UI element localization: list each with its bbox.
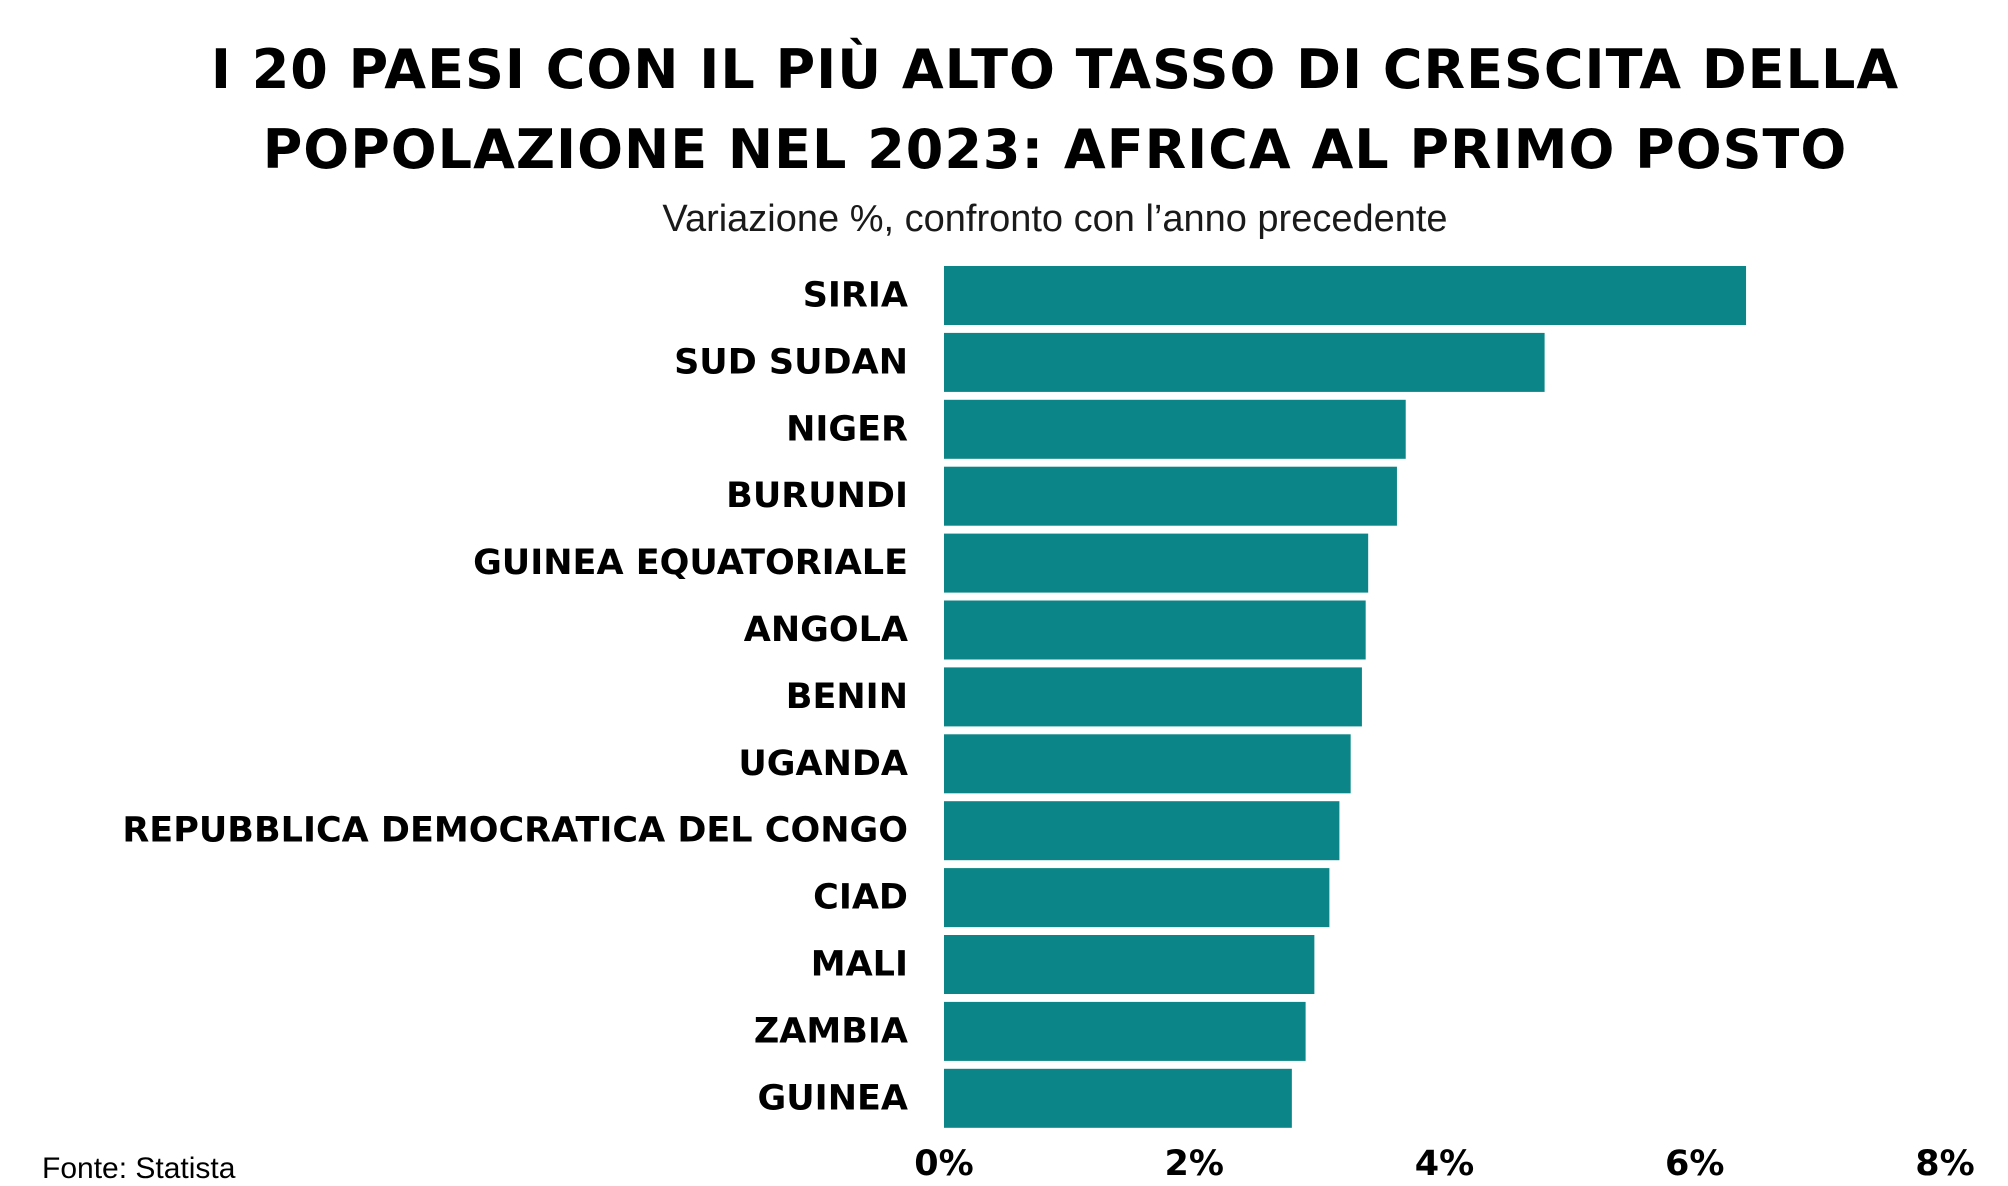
tick-label: 4% <box>1415 1144 1474 1181</box>
category-label: GUINEA <box>758 1078 908 1118</box>
bar-2 <box>944 399 1406 459</box>
bar-0 <box>944 266 1747 325</box>
bar-7 <box>944 734 1351 794</box>
bar-9 <box>944 868 1330 928</box>
category-label: CIAD <box>813 878 908 918</box>
tick-label: 0% <box>914 1144 973 1181</box>
chart-title: I 20 paesi con il più alto tasso di cres… <box>210 38 1900 181</box>
category-label: REPUBBLICA DEMOCRATICA DEL CONGO <box>122 811 908 851</box>
category-label: ANGOLA <box>744 610 908 650</box>
category-label: SUD SUDAN <box>674 342 908 382</box>
bar-11 <box>944 1001 1306 1061</box>
category-label: GUINEA EQUATORIALE <box>473 543 908 583</box>
bars-group <box>944 266 1747 1128</box>
source-note: Fonte: Statista <box>42 1152 236 1185</box>
bar-12 <box>944 1068 1292 1128</box>
category-label: NIGER <box>786 409 908 449</box>
bar-1 <box>944 332 1545 392</box>
category-label: ZAMBIA <box>754 1011 908 1051</box>
category-label: BURUNDI <box>726 476 908 516</box>
x-axis-ticks: 0% 2% 4% 6% 8% <box>914 1144 1974 1181</box>
bar-10 <box>944 935 1315 994</box>
category-label: BENIN <box>786 677 908 717</box>
bar-6 <box>944 667 1362 727</box>
category-labels: SIRIA SUD SUDAN NIGER BURUNDI GUINEA EQUATOR… <box>122 276 908 1119</box>
bar-8 <box>944 801 1340 861</box>
category-label: SIRIA <box>803 276 908 316</box>
bar-5 <box>944 600 1366 660</box>
tick-label: 8% <box>1915 1144 1974 1181</box>
tick-label: 6% <box>1665 1144 1724 1181</box>
bar-4 <box>944 533 1369 593</box>
category-label: MALI <box>811 945 908 985</box>
tick-label: 2% <box>1165 1144 1224 1181</box>
chart-subtitle: Variazione %, confronto con l’anno prece… <box>662 198 1448 240</box>
category-label: UGANDA <box>738 744 908 784</box>
bar-3 <box>944 466 1397 526</box>
